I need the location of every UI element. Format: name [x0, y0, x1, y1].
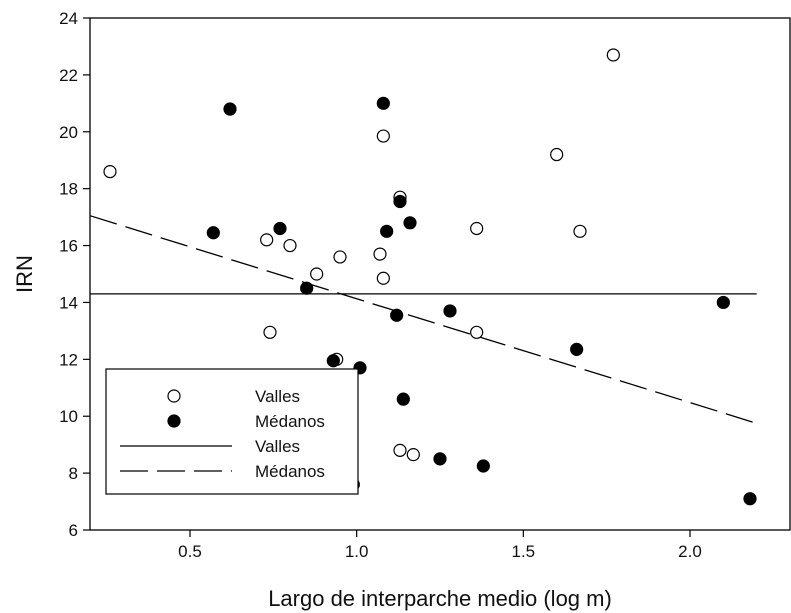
legend-label: Valles — [255, 387, 300, 406]
point-valles-0 — [103, 165, 117, 179]
point-valles-16 — [573, 224, 587, 238]
point-valles-8 — [376, 271, 390, 285]
x-tick-label: 1.5 — [512, 542, 536, 561]
fit-lines — [89, 215, 757, 424]
x-tick-label: 1.0 — [345, 542, 369, 561]
data-points — [103, 48, 757, 506]
y-axis-title: IRN — [12, 255, 37, 293]
plot-area-frame — [89, 17, 791, 531]
point-valles-7 — [373, 247, 387, 261]
point-valles-6 — [333, 250, 347, 264]
y-tick-label: 10 — [59, 407, 78, 426]
y-tick-label: 18 — [59, 180, 78, 199]
point-valles-2 — [263, 325, 277, 339]
point-medanos-0 — [206, 226, 220, 240]
point-medanos-7 — [376, 96, 390, 110]
point-valles-9 — [376, 129, 390, 143]
x-tick-label: 0.5 — [178, 542, 202, 561]
point-medanos-10 — [393, 194, 407, 209]
legend-box — [105, 368, 359, 495]
point-valles-17 — [606, 48, 620, 62]
y-tick-label: 14 — [59, 293, 78, 312]
point-valles-1 — [260, 233, 274, 247]
y-tick-label: 22 — [59, 66, 78, 85]
x-axis-title: Largo de interparche medio (log m) — [268, 586, 612, 611]
point-medanos-12 — [403, 216, 417, 230]
legend-label: Médanos — [255, 412, 325, 431]
point-medanos-13 — [433, 452, 447, 466]
point-valles-15 — [550, 147, 564, 162]
y-tick-label: 8 — [69, 464, 78, 483]
y-tick-label: 20 — [59, 123, 78, 142]
point-medanos-4 — [326, 354, 340, 368]
point-medanos-8 — [380, 224, 394, 238]
legend-symbol-filled-circle — [167, 414, 181, 428]
point-valles-4 — [310, 267, 324, 281]
point-medanos-11 — [396, 392, 410, 406]
y-tick-label: 6 — [69, 521, 78, 540]
point-medanos-14 — [443, 304, 457, 318]
point-medanos-18 — [743, 492, 757, 506]
point-valles-11 — [393, 443, 407, 457]
point-medanos-2 — [273, 221, 287, 236]
y-tick-label: 12 — [59, 350, 78, 369]
point-medanos-15 — [476, 459, 490, 473]
point-medanos-16 — [570, 342, 584, 356]
point-medanos-9 — [390, 308, 404, 322]
fit-line-medanos — [89, 215, 757, 424]
legend-symbol-open-circle — [167, 389, 181, 403]
y-tick-label: 16 — [59, 237, 78, 256]
legend-label: Médanos — [255, 462, 325, 481]
point-medanos-1 — [223, 102, 237, 116]
x-tick-label: 2.0 — [678, 542, 702, 561]
point-valles-14 — [470, 325, 484, 339]
y-tick-label: 24 — [59, 9, 78, 28]
x-axis: 0.5 1.0 1.5 2.0 — [178, 530, 702, 561]
point-valles-13 — [470, 221, 484, 236]
legend: Valles Médanos Valles Médanos — [105, 368, 359, 495]
point-valles-3 — [283, 238, 297, 253]
point-medanos-3 — [300, 281, 314, 295]
point-medanos-17 — [716, 295, 730, 310]
y-axis: 6 8 10 12 14 16 18 20 22 24 — [59, 9, 90, 540]
point-valles-12 — [406, 448, 420, 462]
legend-label: Valles — [255, 437, 300, 456]
